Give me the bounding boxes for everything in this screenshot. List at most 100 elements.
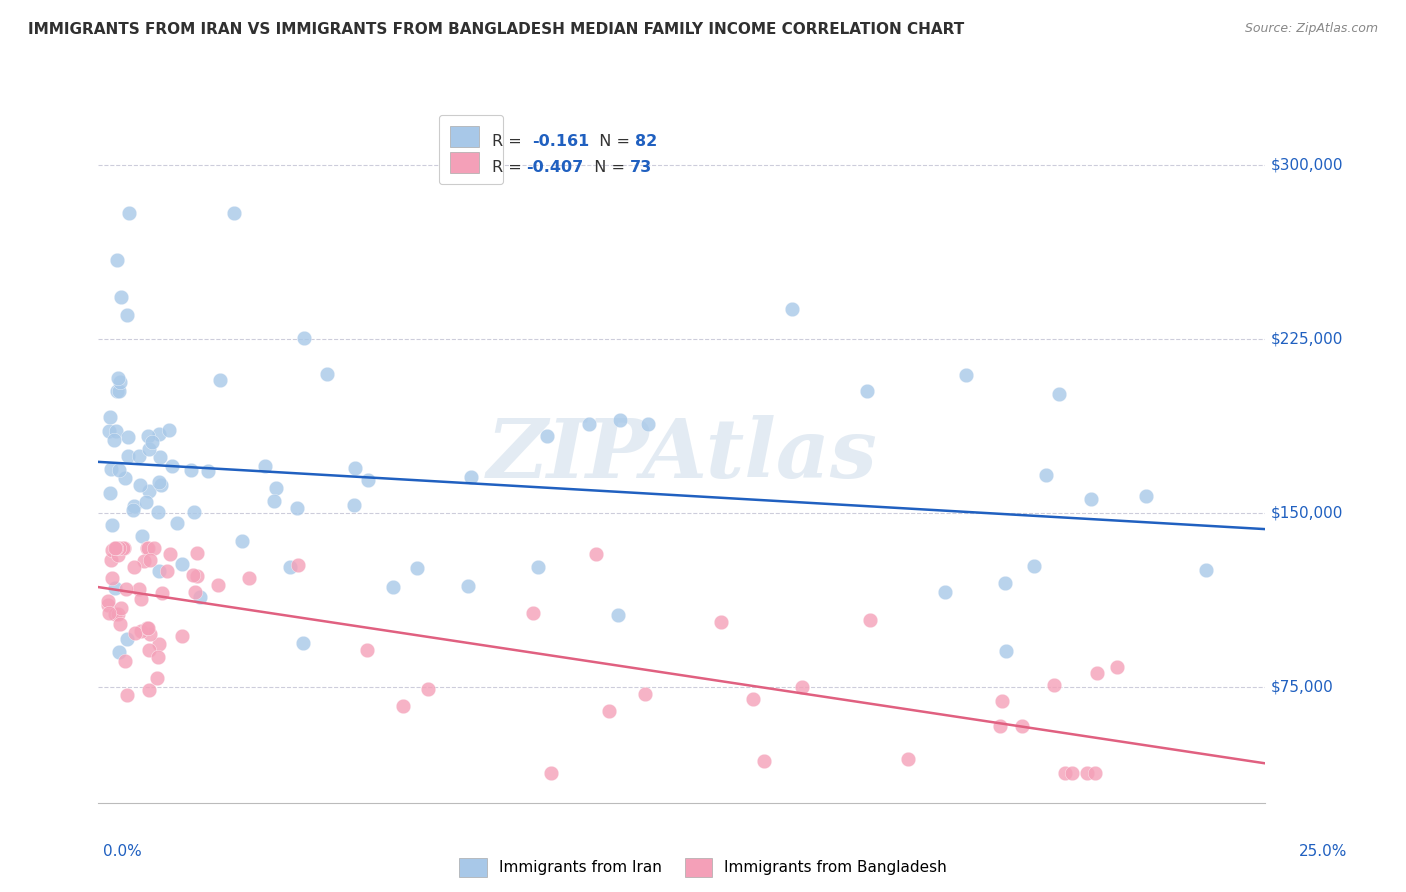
Point <box>136 541 159 555</box>
Point <box>186 546 208 560</box>
Point <box>1011 719 1033 733</box>
Point <box>637 417 659 431</box>
Point <box>97 424 120 438</box>
Text: $225,000: $225,000 <box>1271 332 1344 346</box>
Point <box>107 548 129 562</box>
Point <box>103 433 125 447</box>
Point <box>138 484 160 499</box>
Point <box>988 719 1011 733</box>
Point <box>1084 765 1107 780</box>
Point <box>710 615 733 629</box>
Point <box>292 636 315 650</box>
Point <box>104 541 127 555</box>
Point <box>107 541 129 555</box>
Point <box>1043 677 1066 691</box>
Point <box>585 547 607 561</box>
Point <box>100 462 122 476</box>
Text: R =: R = <box>492 134 531 149</box>
Point <box>357 474 380 488</box>
Point <box>156 564 179 578</box>
Point <box>157 423 180 437</box>
Point <box>97 598 120 612</box>
Point <box>149 478 172 492</box>
Point <box>117 688 139 702</box>
Point <box>148 426 170 441</box>
Point <box>780 301 803 316</box>
Point <box>607 608 630 623</box>
Point <box>131 528 153 542</box>
Point <box>129 478 152 492</box>
Legend: , : , <box>439 115 503 184</box>
Point <box>991 694 1014 708</box>
Point <box>343 461 366 475</box>
Point <box>114 470 136 484</box>
Point <box>112 541 135 555</box>
Point <box>97 606 120 620</box>
Point <box>266 482 288 496</box>
Point <box>136 541 159 555</box>
Point <box>527 560 550 574</box>
Point <box>124 559 146 574</box>
Point <box>139 627 162 641</box>
Point <box>578 417 600 431</box>
Text: IMMIGRANTS FROM IRAN VS IMMIGRANTS FROM BANGLADESH MEDIAN FAMILY INCOME CORRELAT: IMMIGRANTS FROM IRAN VS IMMIGRANTS FROM … <box>28 22 965 37</box>
Point <box>752 754 775 768</box>
Point <box>742 691 765 706</box>
Point <box>138 642 160 657</box>
Point <box>118 206 141 220</box>
Point <box>1135 489 1157 503</box>
Point <box>207 577 229 591</box>
Point <box>955 368 977 383</box>
Legend: Immigrants from Iran, Immigrants from Bangladesh: Immigrants from Iran, Immigrants from Ba… <box>451 850 955 884</box>
Point <box>108 616 131 631</box>
Point <box>136 429 159 443</box>
Point <box>115 309 138 323</box>
Point <box>122 499 145 513</box>
Point <box>287 558 309 572</box>
Text: 82: 82 <box>636 134 658 149</box>
Point <box>316 368 339 382</box>
Text: -0.161: -0.161 <box>531 134 589 149</box>
Point <box>138 621 160 635</box>
Point <box>392 699 415 714</box>
Point <box>114 582 136 596</box>
Point <box>162 458 184 473</box>
Point <box>107 370 129 384</box>
Point <box>129 624 152 638</box>
Point <box>105 384 128 399</box>
Point <box>1047 386 1070 401</box>
Point <box>117 449 139 463</box>
Point <box>100 571 122 585</box>
Text: 73: 73 <box>630 161 652 176</box>
Point <box>149 450 172 464</box>
Point <box>1076 765 1098 780</box>
Point <box>790 680 813 694</box>
Point <box>995 644 1018 658</box>
Point <box>98 485 121 500</box>
Point <box>540 765 562 780</box>
Point <box>135 621 157 635</box>
Point <box>100 410 122 425</box>
Point <box>97 593 120 607</box>
Point <box>148 564 170 578</box>
Point <box>460 470 482 484</box>
Point <box>536 429 558 443</box>
Point <box>856 384 879 398</box>
Point <box>100 553 122 567</box>
Point <box>110 600 132 615</box>
Point <box>183 505 205 519</box>
Point <box>108 645 131 659</box>
Point <box>141 435 163 450</box>
Text: N =: N = <box>589 134 636 149</box>
Text: 0.0%: 0.0% <box>103 845 142 859</box>
Point <box>159 548 181 562</box>
Point <box>150 586 173 600</box>
Point <box>131 592 153 607</box>
Point <box>100 517 122 532</box>
Point <box>122 502 145 516</box>
Point <box>1060 765 1083 780</box>
Point <box>142 541 165 555</box>
Text: $300,000: $300,000 <box>1271 158 1344 172</box>
Point <box>609 413 631 427</box>
Point <box>128 582 150 596</box>
